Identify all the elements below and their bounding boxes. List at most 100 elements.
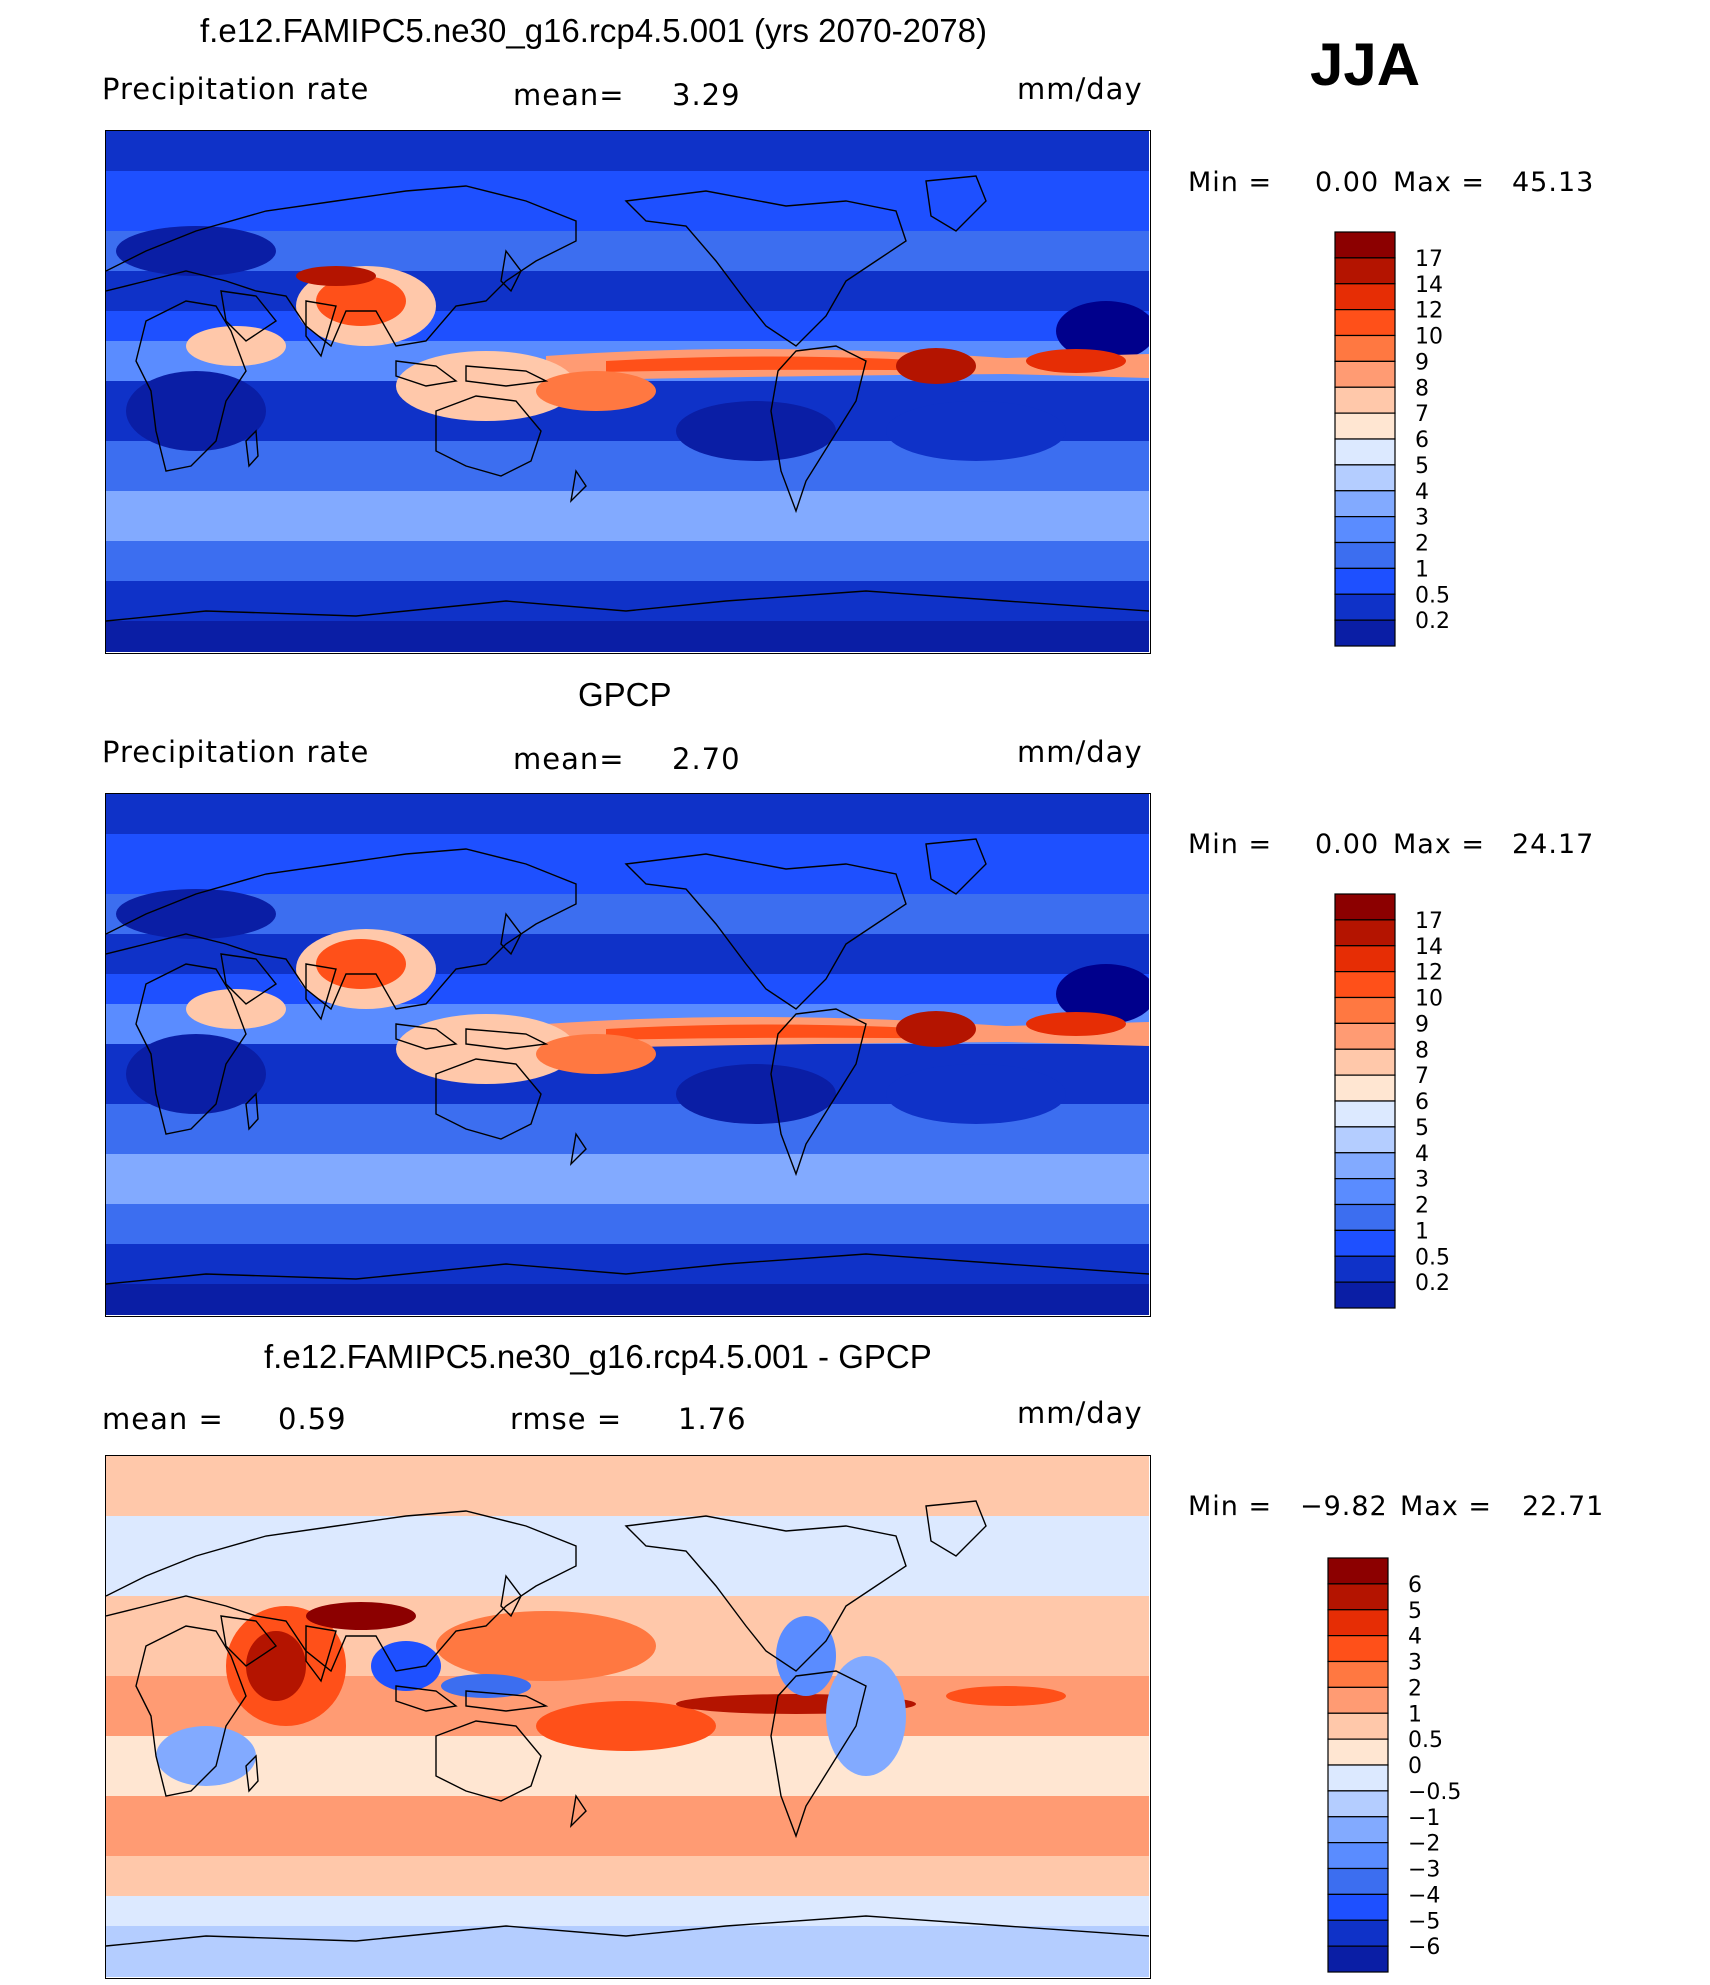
contour-blob: [1056, 301, 1149, 361]
colorbar-tick-label: 9: [1415, 350, 1429, 375]
units-label: mm/day: [1017, 72, 1143, 106]
coastline-segment: [245, 429, 259, 468]
colorbar-box: [1327, 1867, 1389, 1895]
panel-title: f.e12.FAMIPC5.ne30_g16.rcp4.5.001 - GPCP: [264, 1338, 932, 1375]
contour-blob: [246, 1631, 306, 1701]
colorbar-tick-label: 6: [1408, 1573, 1422, 1598]
contour-blob: [126, 1034, 266, 1114]
coastline-segment: [465, 365, 549, 387]
contour-band: [106, 621, 1149, 652]
colorbar-box: [1334, 1255, 1396, 1283]
coastline-segment: [245, 1092, 259, 1131]
colorbar-box: [1334, 1152, 1396, 1180]
coastline-segment: [435, 1720, 542, 1802]
colorbar-tick-label: 12: [1415, 961, 1443, 986]
coastline-segment: [925, 175, 987, 232]
colorbar-tick-label: 4: [1408, 1625, 1422, 1650]
variable-label: Precipitation rate: [102, 735, 370, 769]
contour-blob: [676, 1064, 836, 1124]
contour-blob: [396, 351, 576, 421]
contour-blob: [436, 1611, 656, 1681]
coastline-segment: [305, 1625, 337, 1683]
coastline-segment: [305, 300, 337, 358]
coastline-segment: [465, 1028, 549, 1050]
contour-band: [106, 1896, 1149, 1926]
colorbar-tick-label: 6: [1415, 428, 1429, 453]
contour-blob: [441, 1674, 531, 1698]
contour-band: [106, 131, 1149, 171]
colorbar-box: [1327, 1893, 1389, 1921]
contour-band: [606, 356, 966, 372]
coastline-segment: [106, 1510, 577, 1673]
min-value: −9.82: [1300, 1491, 1388, 1522]
mean-value: 3.29: [672, 78, 741, 112]
colorbar-box: [1327, 1635, 1389, 1663]
coastlines: [106, 1500, 1149, 1947]
contour-band: [106, 894, 1149, 934]
max-label: Max =: [1400, 1491, 1493, 1522]
variable-label: Precipitation rate: [102, 72, 370, 106]
colorbar-tick-label: −4: [1408, 1883, 1440, 1908]
coastline-segment: [770, 345, 867, 514]
coastline-segment: [500, 912, 522, 956]
contour-band: [106, 1456, 1149, 1516]
contour-blob: [116, 889, 276, 939]
colorbar-box: [1334, 996, 1396, 1024]
colorbar-box: [1334, 516, 1396, 544]
coastline-segment: [106, 1253, 1149, 1285]
contour-field: [106, 131, 1149, 652]
contour-blob: [1026, 1012, 1126, 1036]
colorbar-tick-label: 9: [1415, 1012, 1429, 1037]
contour-band: [106, 1926, 1149, 1977]
coastline-segment: [106, 185, 577, 348]
colorbar-tick-label: 14: [1415, 273, 1443, 298]
colorbar-box: [1334, 283, 1396, 311]
coastline-segment: [435, 395, 542, 477]
colorbar-tick-label: 1: [1415, 1219, 1429, 1244]
colorbar-tick-label: 4: [1415, 480, 1429, 505]
contour-blob: [296, 266, 376, 286]
colorbar-tick-label: 10: [1415, 325, 1443, 350]
contour-band: [106, 271, 1149, 311]
colorbar-tick-label: −2: [1408, 1832, 1440, 1857]
colorbar-tick-label: 10: [1415, 987, 1443, 1012]
colorbar-tick-label: −5: [1408, 1909, 1440, 1934]
colorbar-tick-label: 4: [1415, 1142, 1429, 1167]
contour-blob: [946, 1686, 1066, 1706]
colorbar-tick-label: 3: [1415, 506, 1429, 531]
coastline-segment: [500, 1574, 522, 1618]
colorbar-box: [1327, 1790, 1389, 1818]
coastline-segment: [435, 1058, 542, 1140]
colorbar-tick-label: 0.2: [1415, 1271, 1450, 1296]
contour-blob: [116, 226, 276, 276]
colorbar-tick-label: 2: [1415, 532, 1429, 557]
precip-map: [105, 793, 1151, 1317]
colorbar-tick-label: 14: [1415, 935, 1443, 960]
colorbar-tick-label: 3: [1415, 1168, 1429, 1193]
coastlines: [106, 175, 1149, 622]
colorbar-tick-label: 0.2: [1415, 609, 1450, 634]
coastlines: [106, 838, 1149, 1285]
contour-blob: [1026, 349, 1126, 373]
max-value: 24.17: [1512, 829, 1595, 860]
colorbar: 17 14 12 10 9 8 7 6 5 4 3 2 1 0.5 0.2: [1334, 893, 1485, 1309]
coastline-segment: [569, 469, 587, 504]
colorbar-box: [1334, 1100, 1396, 1128]
contour-band: [106, 311, 1149, 341]
coastline-segment: [624, 853, 907, 1010]
mean-label: mean=: [513, 78, 625, 112]
colorbar-box: [1334, 1126, 1396, 1154]
colorbar-tick-label: 2: [1408, 1676, 1422, 1701]
contour-blob: [776, 1616, 836, 1696]
contour-band: [106, 581, 1149, 621]
colorbar-box: [1327, 1919, 1389, 1947]
contour-blob: [896, 348, 976, 384]
colorbar-tick-label: 1: [1408, 1702, 1422, 1727]
contour-band: [106, 1856, 1149, 1896]
colorbar-tick-label: 0: [1408, 1754, 1422, 1779]
coastline-segment: [624, 1515, 907, 1672]
colorbar-tick-label: 7: [1415, 402, 1429, 427]
coastline-segment: [925, 838, 987, 895]
colorbar-box: [1334, 567, 1396, 595]
colorbar-box: [1334, 309, 1396, 337]
